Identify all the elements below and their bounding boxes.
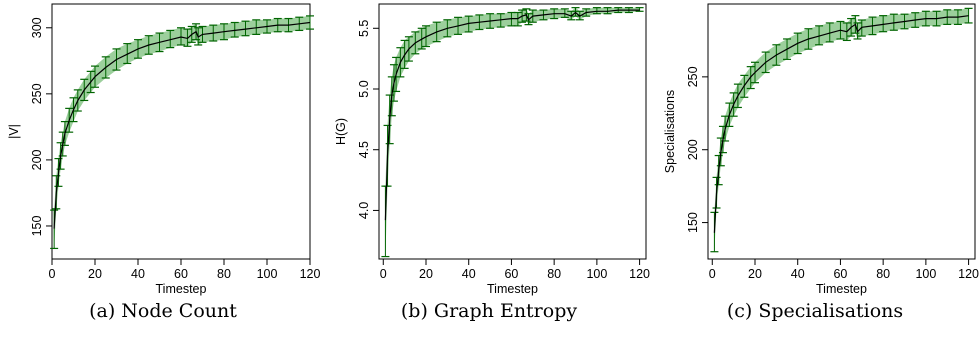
node-count-x-tick-label: 20 [88,267,102,281]
graph-entropy-x-tick-label: 120 [629,267,650,281]
specialisations-x-tick-label: 100 [915,267,936,281]
graph-entropy-y-axis-label: H(G) [334,118,348,145]
caption-specialisations: (c) Specialisations [726,300,904,322]
chart-graph-entropy: 0 20 40 60 80 100 120 4.0 4.5 5.0 5.5 Timestep H(G) [334,3,650,296]
specialisations-y-tick-label: 200 [686,139,700,160]
node-count-errorbar [252,19,261,35]
node-count-x-tick-label: 100 [257,267,278,281]
node-count-y-tick-label: 300 [30,17,44,38]
node-count-y-axis-label: |V| [7,124,21,139]
graph-entropy-errorbar [603,7,612,15]
graph-entropy-errorbar [592,7,601,15]
specialisations-x-tick-label: 120 [958,267,979,281]
graph-entropy-x-axis-label: Timestep [487,282,538,296]
specialisations-errorbar [815,25,824,46]
specialisations-errorbar [825,22,834,43]
node-count-x-tick-label: 60 [174,267,188,281]
graph-entropy-x-tick-label: 100 [586,267,607,281]
node-count-errorbar [306,15,314,30]
specialisations-error-band [714,8,969,252]
node-count-y-tick-label: 250 [30,83,44,104]
node-count-x-tick-label: 40 [131,267,145,281]
graph-entropy-plot-frame [378,3,647,260]
graph-entropy-x-tick-label: 80 [547,267,561,281]
specialisations-errorbar [889,13,898,31]
graph-entropy-y-tick-label: 5.5 [357,20,371,37]
node-count-errorbar [50,209,59,250]
specialisations-x-tick-label: 0 [709,267,716,281]
node-count-x-axis-label: Timestep [156,282,207,296]
specialisations-x-tick-label: 60 [833,267,847,281]
node-count-mean-line [53,21,311,229]
chart-node-count: 0 20 40 60 80 100 120 150 200 250 300 Timestep |V| [7,3,321,296]
specialisations-x-tick-label: 40 [791,267,805,281]
graph-entropy-y-tick-label: 4.0 [357,202,371,219]
caption-graph-entropy: (b) Graph Entropy [400,300,578,322]
specialisations-x-axis-label: Timestep [816,282,867,296]
specialisations-y-axis-label: Specialisations [663,90,677,173]
graph-entropy-errorbar [381,185,390,258]
graph-entropy-errorbar [464,15,473,33]
node-count-y-tick-label: 150 [30,215,44,236]
graph-entropy-x-tick-label: 60 [504,267,518,281]
graph-entropy-x-tick-label: 20 [419,267,433,281]
graph-entropy-y-tick-label: 4.5 [357,141,371,158]
graph-entropy-error-band [385,7,640,257]
graph-entropy-y-tick-label: 5.0 [357,80,371,97]
node-count-errorbar [123,43,132,65]
chart-specialisations: 0 20 40 60 80 100 120 150 200 250 Timestep Speciali… [663,3,979,296]
specialisations-y-tick-label: 250 [686,66,700,87]
node-count-errorbar [241,20,250,37]
specialisations-errorbar [879,15,888,33]
node-count-x-tick-label: 0 [49,267,56,281]
specialisations-mean-line [713,15,969,233]
specialisations-x-tick-label: 20 [748,267,762,281]
specialisations-x-tick-label: 80 [876,267,890,281]
node-count-x-tick-label: 120 [300,267,321,281]
graph-entropy-x-tick-label: 0 [380,267,387,281]
node-count-y-tick-label: 200 [30,149,44,170]
node-count-error-band [54,15,310,249]
specialisations-plot-frame [707,3,976,260]
node-count-x-tick-label: 80 [217,267,231,281]
node-count-errorbar [230,21,239,38]
node-count-errorbar [177,27,185,46]
node-count-errorbar [166,29,175,49]
caption-node-count: (a) Node Count [89,300,237,322]
graph-entropy-x-tick-label: 40 [462,267,476,281]
specialisations-y-tick-label: 150 [686,212,700,233]
graph-entropy-mean-line [384,9,640,221]
